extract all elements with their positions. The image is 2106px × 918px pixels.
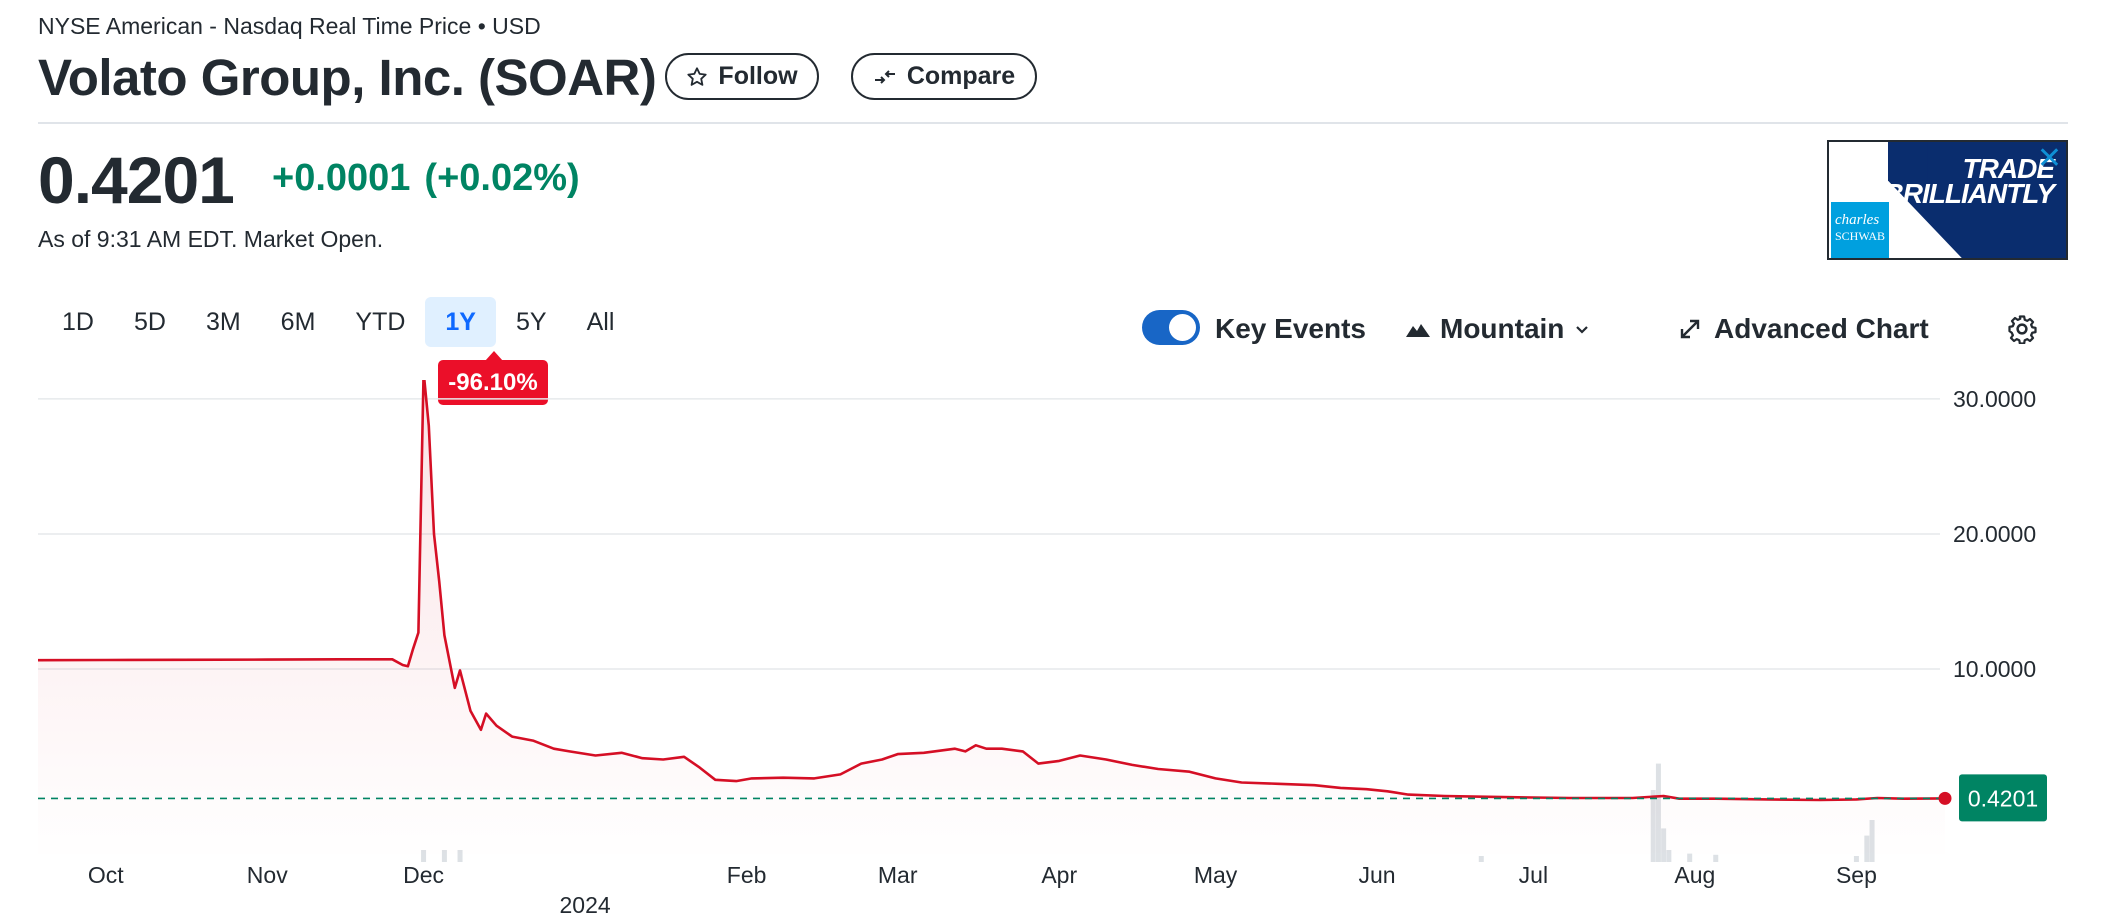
- chart-type-dropdown[interactable]: Mountain: [1406, 313, 1590, 345]
- key-events-toggle[interactable]: [1142, 310, 1200, 345]
- compare-label: Compare: [906, 62, 1016, 90]
- follow-label: Follow: [718, 62, 798, 90]
- range-1y[interactable]: 1Y: [425, 297, 496, 347]
- advanced-chart-label: Advanced Chart: [1714, 313, 1929, 344]
- follow-button[interactable]: Follow: [665, 53, 819, 100]
- x-year-label: 2024: [560, 892, 611, 918]
- time-range-selector: 1D 5D 3M 6M YTD 1Y 5Y All: [42, 297, 634, 347]
- mountain-icon: [1406, 324, 1430, 337]
- gear-icon[interactable]: [2007, 314, 2037, 344]
- current-price: 0.4201: [38, 143, 235, 217]
- chart-type-label: Mountain: [1440, 313, 1565, 344]
- key-events-label[interactable]: Key Events: [1215, 313, 1366, 344]
- price-change: +0.0001 (+0.02%): [272, 157, 580, 200]
- ad-headline: TRADE BRILLIANTLY: [1883, 153, 2055, 209]
- range-all[interactable]: All: [586, 307, 615, 336]
- compare-arrows-icon: [874, 69, 895, 84]
- ad-logo: charles SCHWAB: [1831, 202, 1889, 258]
- x-tick-label: Jun: [1359, 862, 1396, 888]
- x-tick-label: Nov: [247, 862, 288, 888]
- market-status: As of 9:31 AM EDT. Market Open.: [38, 226, 384, 252]
- x-tick-label: Mar: [878, 862, 918, 888]
- y-tick-label: 30.0000: [1953, 386, 2036, 412]
- x-tick-label: Jul: [1519, 862, 1548, 888]
- page-title: Volato Group, Inc. (SOAR): [38, 49, 657, 106]
- x-tick-label: Aug: [1674, 862, 1715, 888]
- y-tick-label: 20.0000: [1953, 521, 2036, 547]
- price-line: [37, 380, 1946, 802]
- price-area: [38, 380, 1945, 862]
- range-3m[interactable]: 3M: [205, 307, 241, 336]
- price-chart[interactable]: 0.4201 30.0000 20.0000 10.0000 Oct Nov Dec Fe…: [0, 380, 2106, 918]
- ad-line2: BRILLIANTLY: [1883, 178, 2055, 209]
- x-tick-label: Sep: [1836, 862, 1877, 888]
- range-5y[interactable]: 5Y: [516, 307, 547, 336]
- current-price-dot: [1938, 791, 1952, 805]
- price-change-percent: (+0.02%): [424, 157, 580, 199]
- advanced-chart-button[interactable]: Advanced Chart: [1678, 313, 1929, 345]
- current-price-marker: [1959, 774, 2047, 822]
- x-tick-label: Apr: [1041, 862, 1077, 888]
- y-tick-label: 10.0000: [1953, 656, 2036, 682]
- star-icon: [687, 66, 708, 86]
- ad-logo-line2: SCHWAB: [1835, 229, 1886, 243]
- range-ytd[interactable]: YTD: [355, 307, 406, 336]
- x-tick-label: May: [1194, 862, 1238, 888]
- x-tick-label: Feb: [727, 862, 767, 888]
- expand-icon: [1680, 319, 1700, 339]
- range-1d[interactable]: 1D: [62, 307, 94, 336]
- current-price-label: 0.4201: [1968, 785, 2038, 811]
- exchange-label: NYSE American - Nasdaq Real Time Price •…: [38, 13, 541, 39]
- x-tick-label: Oct: [88, 862, 124, 888]
- advertisement[interactable]: TRADE BRILLIANTLY charles SCHWAB ✕: [1827, 140, 2068, 260]
- close-icon[interactable]: ✕: [2036, 142, 2062, 175]
- ad-line1: TRADE: [1962, 153, 2055, 184]
- chevron-down-icon: [1576, 326, 1589, 334]
- range-5d[interactable]: 5D: [133, 307, 166, 336]
- toggle-knob: [1169, 314, 1196, 341]
- ad-logo-line1: charles: [1835, 212, 1880, 228]
- price-change-value: +0.0001: [272, 157, 411, 199]
- x-tick-label: Dec: [403, 862, 444, 888]
- header-divider: [38, 122, 2068, 124]
- performance-badge: -96.10%: [438, 351, 548, 405]
- range-6m[interactable]: 6M: [280, 307, 316, 336]
- compare-button[interactable]: Compare: [851, 53, 1037, 100]
